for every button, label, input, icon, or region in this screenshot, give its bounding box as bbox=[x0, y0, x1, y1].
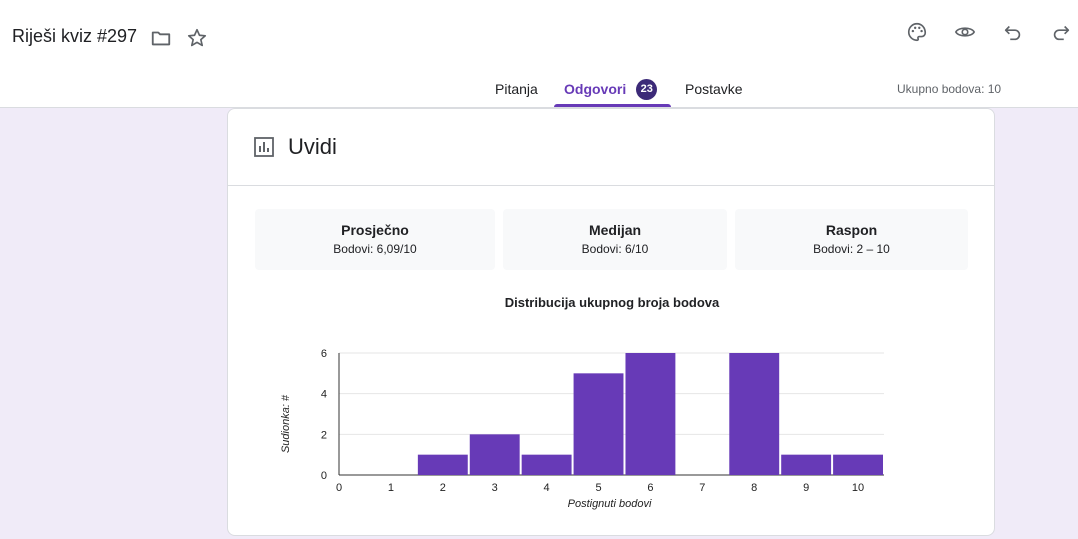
x-tick-label: 7 bbox=[699, 482, 705, 494]
tab-questions[interactable]: Pitanja bbox=[495, 70, 538, 108]
folder-icon[interactable] bbox=[149, 26, 173, 50]
x-tick-label: 10 bbox=[852, 482, 864, 494]
score-distribution-chart: 0 2 4 6 0 1 2 3 4 5 6 7 8 9 10 Postignuti bodovi Sudionk… bbox=[280, 348, 884, 510]
x-tick-label: 0 bbox=[336, 482, 342, 494]
bar bbox=[833, 454, 883, 475]
x-tick-label: 5 bbox=[595, 482, 601, 494]
y-tick-label: 6 bbox=[321, 348, 327, 360]
eye-icon[interactable] bbox=[953, 20, 977, 44]
stat-median: Medijan Bodovi: 6/10 bbox=[503, 209, 727, 270]
y-tick-label: 0 bbox=[321, 470, 327, 482]
stat-value: Bodovi: 6/10 bbox=[581, 242, 649, 256]
tab-label: Pitanja bbox=[495, 81, 538, 97]
x-tick-label: 3 bbox=[492, 482, 498, 494]
chart-title: Distribucija ukupnog broja bodova bbox=[504, 295, 720, 310]
responses-count-badge: 23 bbox=[636, 78, 658, 100]
y-axis-label: Sudionka: # bbox=[280, 394, 292, 453]
active-tab-indicator bbox=[554, 104, 671, 107]
stat-value: Bodovi: 6,09/10 bbox=[333, 242, 417, 256]
insights-header: Uvidi bbox=[228, 109, 994, 186]
stat-label: Medijan bbox=[588, 222, 642, 238]
undo-icon[interactable] bbox=[1001, 20, 1025, 44]
insights-chart-icon bbox=[254, 137, 274, 157]
bar bbox=[417, 454, 468, 475]
x-tick-label: 8 bbox=[751, 482, 757, 494]
stat-label: Prosječno bbox=[341, 222, 409, 238]
bar bbox=[729, 353, 780, 475]
stat-label: Raspon bbox=[825, 222, 878, 238]
y-tick-label: 2 bbox=[321, 429, 327, 441]
bar bbox=[781, 454, 832, 475]
stat-range: Raspon Bodovi: 2 – 10 bbox=[735, 209, 968, 270]
palette-icon[interactable] bbox=[905, 20, 929, 44]
redo-icon[interactable] bbox=[1049, 20, 1073, 44]
x-tick-label: 2 bbox=[440, 482, 446, 494]
bar bbox=[521, 454, 572, 475]
bar bbox=[625, 353, 676, 475]
bar bbox=[469, 434, 520, 475]
tab-responses[interactable]: Odgovori 23 bbox=[564, 70, 658, 108]
form-tabs: Pitanja Odgovori 23 Postavke bbox=[0, 70, 1078, 108]
bar bbox=[573, 373, 624, 475]
stat-value: Bodovi: 2 – 10 bbox=[813, 242, 890, 256]
tab-settings[interactable]: Postavke bbox=[685, 70, 743, 108]
star-icon[interactable] bbox=[185, 26, 209, 50]
x-axis-label: Postignuti bodovi bbox=[568, 498, 652, 510]
insights-title: Uvidi bbox=[288, 134, 337, 159]
total-points: Ukupno bodova: 10 bbox=[897, 82, 1002, 96]
stat-average: Prosječno Bodovi: 6,09/10 bbox=[255, 209, 495, 270]
insights-card: Uvidi Prosječno Bodovi: 6,09/10 Medijan … bbox=[227, 108, 995, 536]
tab-label: Odgovori bbox=[564, 81, 627, 97]
x-tick-label: 9 bbox=[803, 482, 809, 494]
form-title[interactable]: Riješi kviz #297 bbox=[12, 26, 138, 46]
x-tick-label: 6 bbox=[647, 482, 653, 494]
x-tick-label: 1 bbox=[388, 482, 394, 494]
app-header: Riješi kviz #297 Pitanja Odgovori 23 Pos… bbox=[0, 0, 1078, 108]
tab-label: Postavke bbox=[685, 81, 743, 97]
x-tick-label: 4 bbox=[544, 482, 550, 494]
y-tick-label: 4 bbox=[321, 389, 327, 401]
